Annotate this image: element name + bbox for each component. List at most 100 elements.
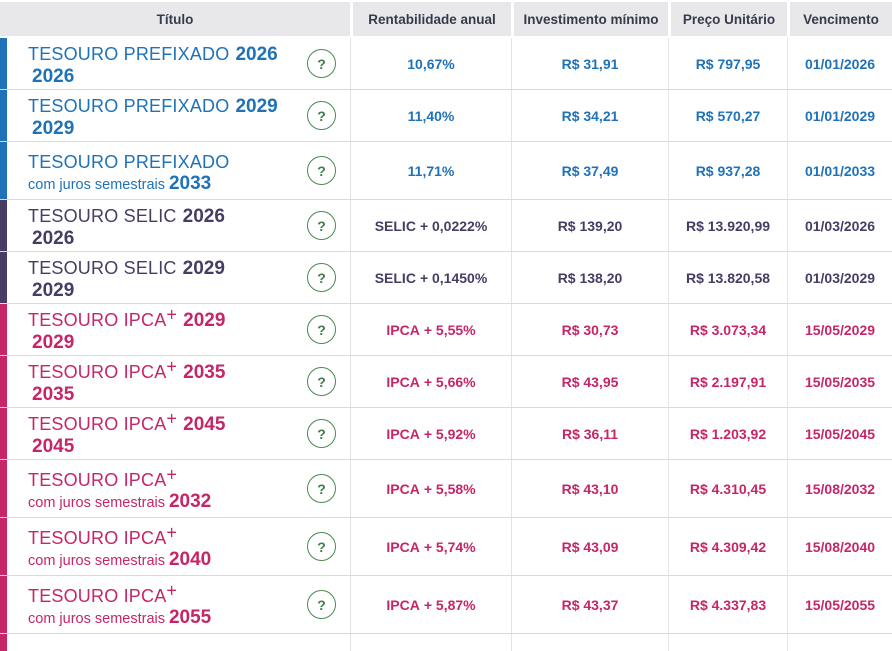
bond-year: 2040 [168, 548, 212, 570]
rate-value: 10,67% [407, 55, 455, 72]
category-color-bar [0, 142, 7, 199]
bond-year: 2045 [183, 414, 226, 436]
category-color-bar [0, 252, 7, 303]
bond-year: 2033 [168, 172, 212, 194]
bond-row[interactable]: TESOURO IPCA+2040 com juros semestrais20… [0, 518, 892, 576]
bond-title: TESOURO IPCA+ 2045 2045 [28, 409, 307, 458]
title-cell: TESOURO IPCA+2055 com juros semestrais20… [0, 576, 350, 633]
bond-year: 2029 [235, 96, 278, 118]
title-cell: TESOURO PREFIXADO 2026 2026 ? [0, 38, 350, 89]
bond-name: TESOURO IPCA [28, 586, 167, 607]
help-icon[interactable]: ? [307, 263, 336, 292]
rate-value: + 5,55% [423, 321, 476, 338]
bond-year: 2032 [168, 490, 212, 512]
rate-value: + 5,58% [423, 480, 476, 497]
table-header: Título Rentabilidade anual Investimento … [0, 0, 892, 36]
rate-cell: 11,40% [350, 90, 511, 141]
rate-value: 11,71% [407, 162, 455, 179]
bond-subtitle: com juros semestrais [28, 552, 165, 569]
rate-cell: SELIC + 0,1450% [350, 252, 511, 303]
min-investment-cell: R$ 43,37 [511, 576, 668, 633]
table-body: TESOURO PREFIXADO 2026 2026 ? 10,67% R$ 3… [0, 38, 892, 634]
help-icon[interactable]: ? [307, 211, 336, 240]
title-cell: TESOURO IPCA+ 2029 2029 ? [0, 304, 350, 355]
bond-year: 2026 [32, 66, 75, 88]
header-cell-investimento: Investimento mínimo [511, 2, 668, 36]
category-color-bar [0, 304, 7, 355]
help-icon[interactable]: ? [307, 49, 336, 78]
rate-cell: SELIC + 0,0222% [350, 200, 511, 251]
category-color-bar [0, 460, 7, 517]
bond-row[interactable]: TESOURO IPCA+ 2029 2029 ? IPCA + 5,55% R$ … [0, 304, 892, 356]
bond-year: 2055 [168, 606, 212, 628]
rate-cell: 11,71% [350, 142, 511, 199]
rate-index: IPCA [386, 321, 420, 338]
rate-cell: IPCA + 5,87% [350, 576, 511, 633]
bond-row[interactable]: TESOURO PREFIXADO2033 com juros semestra… [0, 142, 892, 200]
bond-year: 2045 [32, 436, 75, 458]
bond-year: 2029 [183, 310, 226, 332]
bond-row[interactable]: TESOURO PREFIXADO 2029 2029 ? 11,40% R$ 3… [0, 90, 892, 142]
unit-price-cell: R$ 1.203,92 [668, 408, 787, 459]
maturity-cell: 15/05/2055 [787, 576, 892, 633]
title-cell: TESOURO PREFIXADO 2029 2029 ? [0, 90, 350, 141]
category-color-bar [0, 200, 7, 251]
bond-name: TESOURO PREFIXADO [28, 96, 230, 117]
bond-year: 2029 [32, 280, 75, 302]
bond-row[interactable]: TESOURO SELIC 2029 2029 ? SELIC + 0,1450% … [0, 252, 892, 304]
unit-price-cell: R$ 13.920,99 [668, 200, 787, 251]
help-icon[interactable]: ? [307, 156, 336, 185]
help-icon[interactable]: ? [307, 419, 336, 448]
maturity-cell: 01/01/2033 [787, 142, 892, 199]
partial-next-row[interactable] [0, 634, 892, 651]
bond-row[interactable]: TESOURO SELIC 2026 2026 ? SELIC + 0,0222% … [0, 200, 892, 252]
bond-title: TESOURO IPCA+2055 com juros semestrais20… [28, 580, 307, 628]
help-icon[interactable]: ? [307, 367, 336, 396]
bond-row[interactable]: TESOURO IPCA+2032 com juros semestrais20… [0, 460, 892, 518]
bond-name: TESOURO IPCA [28, 414, 167, 435]
category-color-bar [0, 38, 7, 89]
bond-row[interactable]: TESOURO IPCA+2055 com juros semestrais20… [0, 576, 892, 634]
help-icon[interactable]: ? [307, 532, 336, 561]
min-investment-cell: R$ 43,10 [511, 460, 668, 517]
help-icon[interactable]: ? [307, 474, 336, 503]
bond-name-plus: + [166, 464, 178, 485]
rate-index: SELIC [374, 217, 416, 234]
rate-value: 11,40% [407, 107, 455, 124]
maturity-cell: 15/08/2040 [787, 518, 892, 575]
unit-price-cell: R$ 797,95 [668, 38, 787, 89]
bond-name: TESOURO IPCA [28, 470, 167, 491]
rate-index: IPCA [386, 373, 420, 390]
unit-price-cell: R$ 2.197,91 [668, 356, 787, 407]
help-icon[interactable]: ? [307, 315, 336, 344]
help-icon[interactable]: ? [307, 590, 336, 619]
rate-cell: IPCA + 5,66% [350, 356, 511, 407]
rate-cell: 10,67% [350, 38, 511, 89]
rate-value: + 5,87% [423, 596, 476, 613]
bond-title: TESOURO IPCA+ 2035 2035 [28, 357, 307, 406]
rate-value: + 0,0222% [419, 217, 488, 234]
bond-name: TESOURO IPCA [28, 362, 167, 383]
rate-index: IPCA [386, 538, 420, 555]
bond-title: TESOURO SELIC 2029 2029 [28, 253, 307, 302]
bond-row[interactable]: TESOURO IPCA+ 2035 2035 ? IPCA + 5,66% R$ … [0, 356, 892, 408]
bond-row[interactable]: TESOURO IPCA+ 2045 2045 ? IPCA + 5,92% R$ … [0, 408, 892, 460]
rate-index: IPCA [386, 480, 420, 497]
category-color-bar [0, 408, 7, 459]
unit-price-cell: R$ 13.820,58 [668, 252, 787, 303]
title-cell: TESOURO IPCA+ 2045 2045 ? [0, 408, 350, 459]
bond-year: 2026 [235, 44, 278, 66]
bond-subtitle: com juros semestrais [28, 176, 165, 193]
rate-value: + 5,92% [423, 425, 476, 442]
bond-year: 2035 [183, 362, 226, 384]
bond-name-plus: + [166, 522, 178, 543]
help-icon[interactable]: ? [307, 101, 336, 130]
unit-price-cell: R$ 570,27 [668, 90, 787, 141]
maturity-cell: 01/01/2026 [787, 38, 892, 89]
bond-row[interactable]: TESOURO PREFIXADO 2026 2026 ? 10,67% R$ 3… [0, 38, 892, 90]
min-investment-cell: R$ 43,95 [511, 356, 668, 407]
bond-name: TESOURO PREFIXADO [28, 44, 230, 65]
header-cell-rentabilidade: Rentabilidade anual [350, 2, 511, 36]
rate-value: + 0,1450% [419, 269, 488, 286]
